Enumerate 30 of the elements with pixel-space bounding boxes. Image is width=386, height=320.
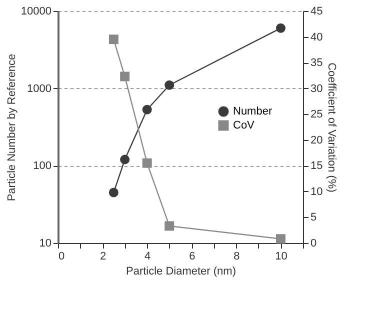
- y2-tick-label: 25: [310, 108, 323, 121]
- y2-tick-label: 0: [310, 238, 317, 250]
- x-tick-label: 4: [144, 250, 151, 262]
- legend-label: Number: [233, 106, 272, 118]
- y2-axis-title: Coefficient of Variation (%): [326, 62, 338, 192]
- x-axis-title: Particle Diameter (nm): [126, 266, 236, 278]
- point: [142, 104, 152, 114]
- y2-tick-label: 35: [310, 57, 323, 70]
- y2-tick-label: 30: [310, 82, 323, 95]
- y-axis-title: Particle Number by Reference: [6, 54, 18, 202]
- point: [120, 154, 130, 164]
- point: [108, 188, 118, 198]
- y-tick-label: 10: [39, 238, 52, 250]
- x-tick-label: 2: [100, 250, 106, 262]
- y-tick-label: 100: [33, 160, 52, 172]
- y2-tick-label: 5: [310, 212, 317, 224]
- y2-tick-label: 20: [310, 134, 323, 146]
- point: [276, 23, 286, 33]
- legend-label: CoV: [233, 120, 256, 132]
- y-tick-label: 10000: [20, 6, 52, 18]
- x-tick-label: 10: [275, 250, 288, 262]
- x-tick-label: 6: [189, 250, 196, 262]
- y-tick-label: 1000: [27, 82, 52, 95]
- x-tick-label: 8: [234, 250, 240, 262]
- y2-tick-label: 15: [310, 160, 323, 172]
- y2-tick-label: 45: [310, 6, 323, 18]
- y2-tick-label: 10: [310, 186, 323, 198]
- y2-tick-label: 40: [310, 31, 323, 44]
- point: [164, 80, 174, 90]
- x-tick-label: 0: [58, 250, 65, 262]
